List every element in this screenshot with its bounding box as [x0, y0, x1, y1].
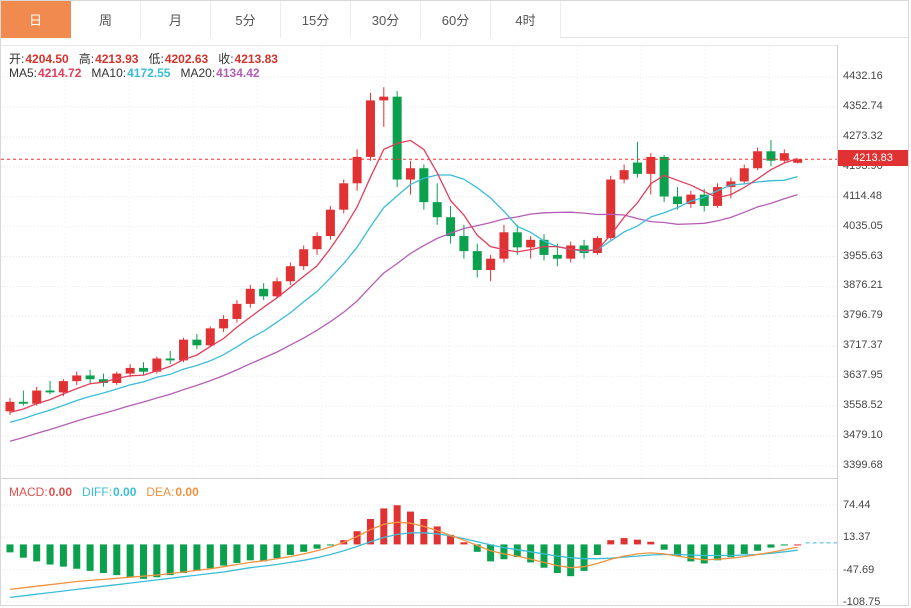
macd-region[interactable] — [1, 480, 837, 606]
tab-15min[interactable]: 15分 — [281, 1, 351, 38]
tab-day[interactable]: 日 — [1, 1, 71, 38]
tab-60min[interactable]: 60分 — [421, 1, 491, 38]
macd-axis-label: 74.44 — [843, 499, 871, 511]
macd-axis-label: -108.75 — [843, 596, 881, 606]
tab-week[interactable]: 周 — [71, 1, 141, 38]
tab-5min[interactable]: 5分 — [211, 1, 281, 38]
price-axis-label: 3955.63 — [843, 249, 883, 262]
price-axis-label: 3479.10 — [843, 429, 883, 442]
tab-4hour[interactable]: 4时 — [491, 1, 561, 38]
price-axis-label: 4035.05 — [843, 219, 883, 232]
tab-30min[interactable]: 30分 — [351, 1, 421, 38]
price-axis-label: 3876.21 — [843, 279, 883, 292]
main-chart-region[interactable] — [1, 45, 837, 479]
macd-chart-svg[interactable] — [1, 480, 837, 606]
price-axis-label: 3796.79 — [843, 309, 883, 322]
macd-axis-label: 13.37 — [843, 531, 871, 544]
price-axis-label: 4273.32 — [843, 129, 883, 142]
timeframe-tabbar: 日周月 5分 15分 30分 60分 4时 — [1, 1, 908, 38]
price-axis-label: 4432.16 — [843, 70, 883, 82]
price-axis-label: 3637.95 — [843, 369, 883, 382]
price-axis-label: 3399.68 — [843, 459, 883, 471]
price-axis-label: 3558.52 — [843, 399, 883, 412]
macd-axis-label: -47.69 — [843, 563, 875, 576]
current-price-tag: 4213.83 — [838, 150, 908, 167]
tab-month[interactable]: 月 — [141, 1, 211, 38]
price-axis-label: 4352.74 — [843, 99, 883, 112]
price-axis-label: 4114.48 — [843, 189, 882, 202]
main-chart-svg[interactable] — [1, 46, 837, 478]
price-axis-label: 3717.37 — [843, 339, 883, 352]
axis-divider — [837, 45, 838, 605]
